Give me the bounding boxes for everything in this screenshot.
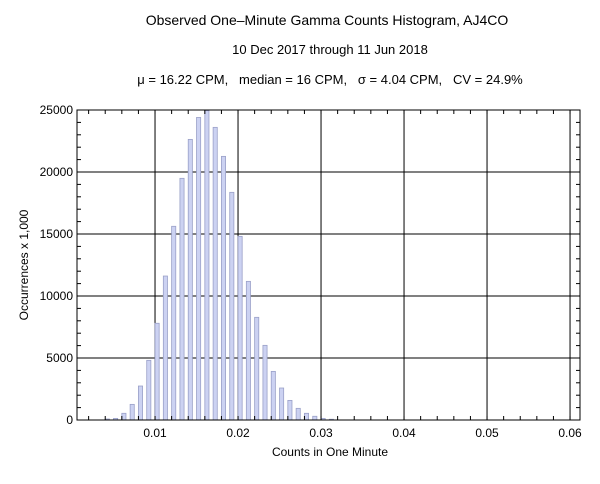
y-tick-label: 15000 (40, 227, 74, 241)
histogram-bar (162, 275, 168, 421)
histogram-bar (262, 344, 268, 421)
histogram-bar (304, 412, 309, 421)
y-tick-label: 20000 (40, 165, 74, 179)
x-tick-label: 0.06 (558, 426, 582, 440)
x-tick-label: 0.05 (475, 426, 499, 440)
y-tick-label: 25000 (40, 103, 74, 117)
histogram-bar (287, 400, 293, 421)
bars (104, 110, 334, 421)
chart-stats-line: μ = 16.22 CPM, median = 16 CPM, σ = 4.04… (137, 72, 523, 87)
chart-subtitle: 10 Dec 2017 through 11 Jun 2018 (232, 42, 428, 57)
x-axis-label: Counts in One Minute (272, 445, 388, 459)
histogram-bar (295, 407, 301, 421)
histogram-bar (129, 403, 135, 421)
histogram-bar (245, 280, 251, 421)
grid-lines (77, 110, 580, 420)
y-tick-label: 0 (66, 413, 73, 427)
histogram-bar (270, 370, 276, 421)
histogram-bar (121, 412, 127, 421)
histogram-bar (279, 387, 285, 421)
histogram-bar (146, 359, 152, 421)
chart-title: Observed One–Minute Gamma Counts Histogr… (146, 12, 509, 28)
y-tick-label: 5000 (46, 351, 73, 365)
histogram-bar (138, 385, 143, 421)
y-tick-label: 10000 (40, 289, 74, 303)
x-tick-label: 0.01 (143, 426, 167, 440)
histogram-bar (179, 177, 185, 421)
histogram-bar (196, 117, 202, 421)
x-tick-label: 0.03 (309, 426, 333, 440)
ticks: 0.01 0.02 0.03 0.04 0.05 0.06 0 5000 10000 15000 2… (40, 103, 582, 440)
histogram-bar (212, 126, 218, 421)
histogram-bar (221, 155, 226, 421)
plot-frame (76, 109, 581, 421)
x-tick-label: 0.04 (392, 426, 416, 440)
y-axis-label: Occurrences x 1,000 (17, 209, 31, 320)
histogram-bar (154, 322, 160, 421)
histogram-bar (204, 110, 210, 421)
histogram-bar (229, 191, 235, 421)
histogram-bar (254, 316, 260, 421)
histogram-bar (312, 415, 318, 421)
histogram-bar (171, 225, 177, 421)
x-tick-label: 0.02 (226, 426, 250, 440)
histogram-bar (187, 138, 193, 421)
histogram-bar (237, 235, 243, 421)
